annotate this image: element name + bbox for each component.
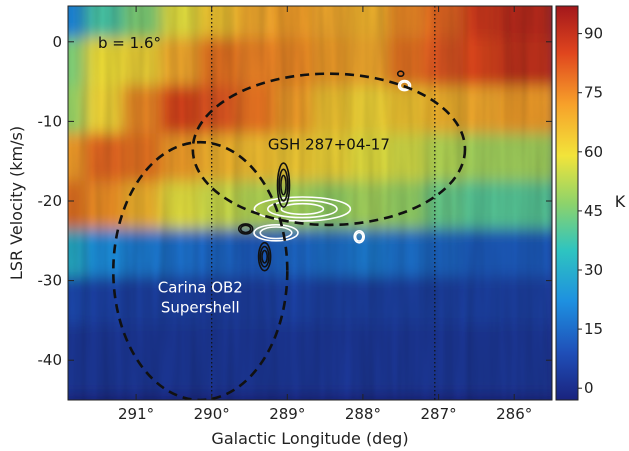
contour-ring: [396, 70, 405, 77]
contour-ring: [237, 223, 254, 235]
contour-ring: [276, 162, 291, 208]
region-label-carina: Supershell: [161, 299, 240, 317]
colorbar-tick-label: 0: [584, 379, 594, 397]
region-label-carina: Carina OB2: [158, 279, 243, 297]
contour-ring: [399, 81, 410, 90]
x-axis: 291° 290° 289° 288° 287° 286°: [118, 6, 532, 423]
colorbar: [555, 5, 579, 401]
reference-lines: [211, 6, 436, 400]
contour-ring: [257, 241, 272, 272]
contour-ring: [278, 168, 289, 202]
colorbar-tick-label: 15: [584, 320, 603, 338]
contour-ring: [266, 199, 338, 219]
x-tick-label: 289°: [269, 405, 305, 423]
contour-ring: [354, 231, 364, 242]
y-tick-label: 0: [52, 33, 62, 51]
x-tick-label: 287°: [421, 405, 457, 423]
x-axis-label: Galactic Longitude (deg): [211, 429, 408, 448]
panel-label: b = 1.6°: [98, 34, 161, 52]
contour-ring: [259, 226, 293, 240]
region-label-gsh: GSH 287+04-17: [268, 135, 390, 153]
colorbar-tick-label: 75: [584, 84, 603, 102]
y-tick-label: -10: [38, 112, 63, 130]
contour-ring: [239, 224, 252, 234]
colorbar-tick-label: 90: [584, 25, 603, 43]
y-axis-label: LSR Velocity (km/s): [7, 126, 26, 280]
region-ellipse: [191, 72, 467, 227]
y-tick-label: -20: [38, 192, 63, 210]
colorbar-tick-label: 45: [584, 202, 603, 220]
y-tick-label: -40: [38, 351, 63, 369]
contour-ring: [253, 224, 299, 242]
contour-ring: [259, 245, 270, 268]
x-tick-label: 290°: [194, 405, 230, 423]
x-tick-label: 291°: [118, 405, 154, 423]
contour-layer: [237, 70, 412, 272]
contour-ring: [253, 196, 352, 222]
colorbar-tick-label: 30: [584, 261, 603, 279]
y-tick-label: -30: [38, 272, 63, 290]
streak-texture: [68, 6, 552, 400]
heatmap-plot: [68, 6, 552, 400]
y-axis: 0 -10 -20 -30 -40: [38, 33, 552, 369]
contour-ring: [353, 230, 366, 244]
region-labels: GSH 287+04-17 Carina OB2 Supershell: [158, 135, 390, 316]
x-tick-label: 286°: [496, 405, 532, 423]
region-ellipses: [112, 72, 467, 400]
contour-ring: [261, 249, 268, 264]
colorbar-tick-label: 60: [584, 143, 603, 161]
contour-ring: [280, 174, 287, 196]
contour-ring: [280, 202, 325, 216]
x-tick-label: 288°: [345, 405, 381, 423]
plot-frame: [67, 5, 553, 401]
region-ellipse: [112, 140, 289, 400]
colorbar-ticks: 0 15 30 45 60 75 90: [578, 25, 603, 397]
colorbar-label: K: [615, 192, 626, 211]
contour-ring: [397, 79, 412, 92]
